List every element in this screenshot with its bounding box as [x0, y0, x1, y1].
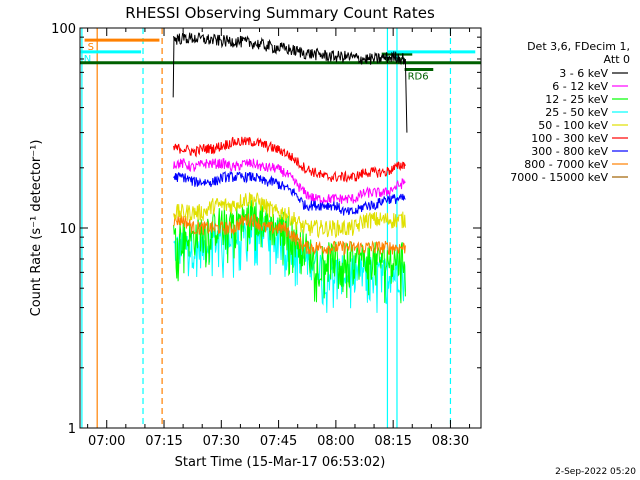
series-line: [173, 199, 406, 304]
y-tick-label: 10: [59, 222, 76, 237]
chart-title: RHESSI Observing Summary Count Rates: [125, 4, 435, 22]
series-line: [173, 213, 406, 256]
legend-entry-label: 3 - 6 keV: [559, 67, 608, 80]
legend-header-line-1: Det 3,6, FDecim 1,: [527, 40, 630, 53]
legend-entry-label: 100 - 300 keV: [531, 132, 608, 145]
series-start-rise: [172, 39, 175, 98]
x-tick-label: 08:15: [374, 434, 411, 449]
x-tick-label: 07:45: [260, 434, 297, 449]
x-tick-label: 08:00: [317, 434, 354, 449]
legend-header-line-2: Att 0: [604, 53, 630, 66]
x-tick-label: 07:15: [145, 434, 182, 449]
vertical-markers: [81, 28, 452, 428]
legend-entry-label: 800 - 7000 keV: [524, 158, 608, 171]
x-axis-ticks: 07:00 07:15 07:30 07:45 08:00 08:15 08:30: [87, 28, 471, 449]
annotation-label: N: [84, 54, 91, 65]
legend-entry-label: 12 - 25 keV: [545, 93, 608, 106]
legend-entry-label: 300 - 800 keV: [531, 145, 608, 158]
annotation-label: RD6: [408, 72, 429, 83]
attenuator-annotations: SNRD0RD6: [80, 38, 481, 83]
y-tick-label: 1: [68, 422, 76, 437]
series-line: [173, 192, 406, 239]
annotation-label: S: [88, 42, 94, 53]
series-line: [173, 157, 406, 205]
x-tick-label: 07:00: [88, 434, 125, 449]
x-axis-label: Start Time (15-Mar-17 06:53:02): [175, 455, 386, 470]
series-line: [173, 170, 406, 216]
legend-entry-label: 25 - 50 keV: [545, 106, 608, 119]
x-tick-label: 07:30: [203, 434, 240, 449]
x-tick-label: 08:30: [432, 434, 469, 449]
y-tick-label: 100: [51, 22, 76, 37]
legend-entry-label: 6 - 12 keV: [552, 80, 608, 93]
y-axis-ticks: 1 10 100: [51, 22, 481, 437]
y-axis-label: Count Rate (s⁻¹ detector⁻¹): [29, 140, 44, 317]
footer-timestamp: 2-Sep-2022 05:20: [555, 467, 636, 477]
legend-entry-label: 50 - 100 keV: [538, 119, 608, 132]
series-layer: [172, 31, 408, 313]
series-line: [173, 136, 406, 183]
legend-entry-label: 7000 - 15000 keV: [510, 171, 608, 184]
series-line: [173, 31, 406, 66]
series-end-drop: [404, 58, 408, 133]
